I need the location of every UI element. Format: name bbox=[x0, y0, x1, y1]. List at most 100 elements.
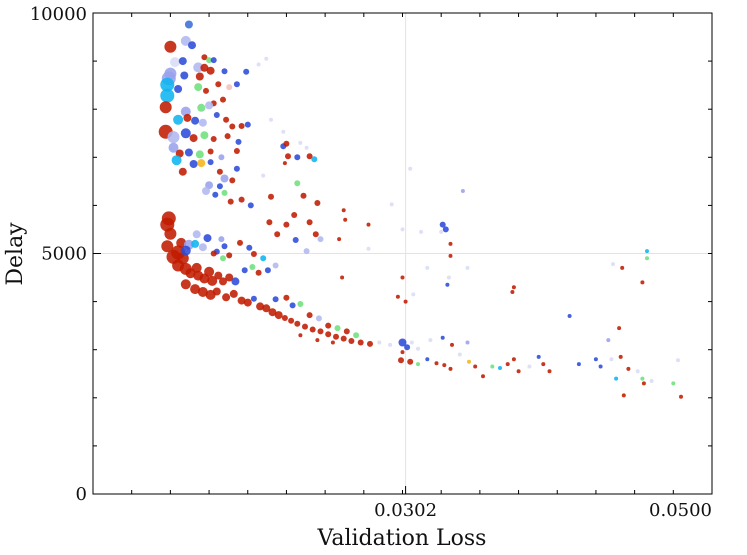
data-point bbox=[289, 302, 296, 309]
data-point bbox=[184, 20, 193, 29]
data-point bbox=[618, 354, 623, 359]
data-point bbox=[216, 168, 223, 175]
data-point bbox=[460, 189, 465, 193]
data-point bbox=[416, 362, 420, 367]
data-point bbox=[283, 294, 290, 301]
data-point bbox=[400, 350, 405, 355]
data-point bbox=[448, 253, 453, 258]
data-point bbox=[237, 239, 243, 246]
data-point bbox=[180, 279, 191, 290]
data-point bbox=[457, 352, 462, 357]
data-point bbox=[227, 198, 234, 205]
data-point bbox=[445, 282, 450, 287]
data-point bbox=[161, 240, 174, 253]
data-point bbox=[160, 77, 175, 92]
data-point bbox=[640, 280, 645, 285]
data-point bbox=[168, 142, 179, 153]
data-point bbox=[298, 333, 303, 338]
data-point bbox=[617, 326, 622, 331]
data-point bbox=[233, 165, 240, 172]
data-point bbox=[235, 138, 242, 145]
data-point bbox=[511, 285, 516, 290]
data-point bbox=[216, 183, 223, 190]
data-point bbox=[306, 219, 313, 226]
data-point bbox=[473, 364, 478, 369]
data-point bbox=[221, 189, 228, 196]
data-point bbox=[219, 277, 227, 286]
data-points bbox=[158, 20, 683, 399]
data-point bbox=[256, 62, 261, 67]
data-point bbox=[220, 255, 226, 262]
data-point bbox=[467, 359, 471, 364]
data-point bbox=[442, 363, 447, 368]
data-point bbox=[243, 298, 252, 307]
data-point bbox=[159, 101, 172, 114]
data-point bbox=[283, 221, 290, 228]
data-point bbox=[207, 159, 214, 166]
data-point bbox=[353, 332, 360, 339]
data-point bbox=[160, 88, 175, 103]
data-point bbox=[411, 292, 416, 297]
data-point bbox=[206, 57, 213, 64]
data-point bbox=[395, 294, 400, 299]
data-point bbox=[268, 308, 277, 317]
data-point bbox=[640, 376, 645, 381]
data-point bbox=[202, 187, 210, 195]
data-point bbox=[197, 287, 208, 297]
data-point bbox=[611, 262, 615, 267]
data-point bbox=[527, 364, 532, 369]
data-point bbox=[225, 273, 234, 282]
data-point bbox=[238, 196, 245, 203]
data-point bbox=[218, 236, 225, 243]
data-point bbox=[311, 156, 318, 163]
data-point bbox=[200, 131, 209, 140]
data-point bbox=[446, 275, 451, 280]
data-point bbox=[189, 160, 198, 168]
data-point bbox=[645, 249, 649, 254]
data-point bbox=[340, 275, 345, 280]
data-point bbox=[291, 212, 298, 218]
data-point bbox=[203, 87, 209, 94]
data-point bbox=[510, 290, 515, 294]
data-point bbox=[171, 155, 182, 166]
data-point bbox=[389, 202, 394, 207]
data-point bbox=[505, 362, 510, 367]
data-point bbox=[264, 267, 271, 274]
data-point bbox=[210, 250, 217, 257]
data-point bbox=[250, 251, 257, 257]
data-point bbox=[244, 121, 251, 128]
data-point bbox=[170, 57, 180, 68]
data-point bbox=[189, 134, 198, 143]
data-point bbox=[167, 131, 180, 144]
grid-lines bbox=[93, 13, 712, 494]
data-point bbox=[294, 154, 301, 161]
data-point bbox=[255, 269, 262, 276]
data-point bbox=[398, 338, 407, 347]
data-point bbox=[241, 267, 248, 274]
data-point bbox=[210, 136, 217, 142]
data-point bbox=[649, 379, 654, 383]
data-point bbox=[262, 304, 271, 313]
data-point bbox=[207, 148, 214, 155]
data-point bbox=[212, 287, 221, 296]
data-point bbox=[229, 123, 236, 130]
data-point bbox=[419, 229, 424, 234]
data-point bbox=[337, 237, 342, 242]
data-point bbox=[214, 271, 223, 280]
data-point bbox=[297, 301, 304, 307]
data-point bbox=[229, 177, 236, 184]
data-point bbox=[205, 101, 214, 110]
data-point bbox=[315, 315, 322, 322]
data-point bbox=[221, 68, 228, 75]
data-point bbox=[194, 83, 203, 92]
data-point bbox=[303, 248, 310, 255]
data-point bbox=[302, 323, 308, 330]
data-point bbox=[408, 166, 413, 171]
data-point bbox=[309, 326, 316, 333]
data-point bbox=[268, 193, 274, 200]
data-point bbox=[343, 217, 348, 222]
data-point bbox=[292, 237, 299, 243]
data-point bbox=[184, 148, 193, 157]
data-point bbox=[676, 358, 680, 363]
data-point bbox=[281, 129, 286, 134]
